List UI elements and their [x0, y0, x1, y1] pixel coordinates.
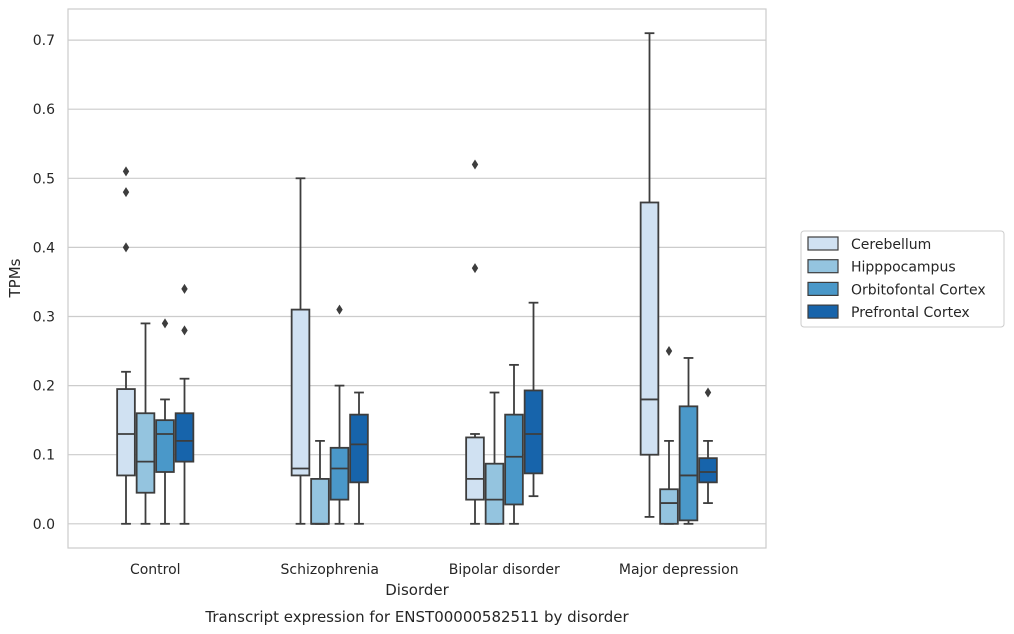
x-tick-label: Schizophrenia	[281, 562, 379, 578]
legend-swatch	[807, 259, 839, 274]
box-iqr	[484, 462, 505, 525]
box-prefrontal-cortex	[174, 283, 195, 525]
legend-label: Cerebellum	[851, 237, 931, 253]
box-iqr	[639, 201, 660, 456]
box-plots	[116, 32, 718, 525]
box-iqr	[465, 436, 485, 501]
y-tick-label: 0.4	[33, 240, 55, 256]
box-iqr	[349, 413, 369, 484]
outlier-marker	[471, 263, 479, 274]
box-prefrontal-cortex	[698, 387, 718, 504]
y-tick-label: 0.7	[33, 33, 55, 49]
y-axis-ticks: 0.0 0.1 0.2 0.3 0.4 0.5 0.6 0.7	[33, 33, 55, 533]
box-prefrontal-cortex	[523, 301, 544, 498]
outlier-marker	[336, 304, 343, 315]
box-hipppocampus	[135, 322, 156, 525]
box-iqr	[116, 388, 136, 477]
x-axis-ticks: Control Schizophrenia Bipolar disorder Majo…	[130, 562, 739, 578]
box-iqr	[290, 308, 311, 477]
box-iqr	[135, 412, 156, 494]
outlier-marker	[471, 159, 479, 170]
y-tick-label: 0.3	[33, 310, 55, 326]
legend-label: Hipppocampus	[851, 260, 956, 276]
legend-swatch	[807, 304, 839, 319]
box-cerebellum	[639, 32, 660, 518]
box-orbitofontal-cortex	[504, 363, 524, 525]
outlier-marker	[181, 325, 188, 336]
legend-swatch	[807, 236, 839, 251]
box-iqr	[523, 389, 544, 475]
box-cerebellum	[290, 177, 311, 525]
box-iqr	[310, 477, 330, 525]
box-orbitofontal-cortex	[678, 357, 699, 525]
outlier-marker	[122, 166, 130, 177]
y-tick-label: 0.2	[33, 379, 55, 395]
x-tick-label: Bipolar disorder	[449, 562, 560, 578]
box-cerebellum	[465, 159, 485, 525]
chart-caption: Transcript expression for ENST0000058251…	[204, 608, 629, 626]
box-iqr	[329, 446, 350, 501]
y-tick-label: 0.0	[33, 517, 55, 533]
box-iqr	[155, 419, 175, 473]
box-iqr	[659, 488, 679, 525]
outlier-marker	[181, 283, 188, 294]
box-orbitofontal-cortex	[155, 318, 175, 525]
box-prefrontal-cortex	[349, 391, 369, 525]
outlier-marker	[665, 346, 673, 357]
box-hipppocampus	[659, 346, 679, 525]
x-tick-label: Major depression	[619, 562, 739, 578]
y-axis-label: TPMs	[6, 258, 24, 298]
outlier-marker	[161, 318, 169, 329]
box-orbitofontal-cortex	[329, 304, 350, 525]
y-tick-label: 0.1	[33, 448, 55, 464]
box-iqr	[174, 412, 195, 463]
x-tick-label: Control	[130, 562, 181, 578]
box-iqr	[678, 405, 699, 522]
legend-label: Prefrontal Cortex	[851, 305, 970, 321]
y-tick-label: 0.5	[33, 171, 55, 187]
box-iqr	[504, 413, 524, 506]
outlier-marker	[122, 242, 130, 253]
box-iqr	[698, 457, 718, 484]
box-cerebellum	[116, 166, 136, 525]
legend: Cerebellum Hipppocampus Orbitofontal Corte…	[800, 230, 1005, 328]
outlier-marker	[704, 387, 712, 398]
box-hipppocampus	[310, 439, 330, 525]
y-tick-label: 0.6	[33, 102, 55, 118]
box-hipppocampus	[484, 391, 505, 525]
plot-frame	[67, 8, 767, 549]
legend-swatch	[807, 281, 839, 296]
x-axis-label: Disorder	[385, 581, 449, 599]
legend-label: Orbitofontal Cortex	[851, 282, 986, 298]
legend-frame	[800, 230, 1005, 328]
outlier-marker	[122, 187, 130, 198]
